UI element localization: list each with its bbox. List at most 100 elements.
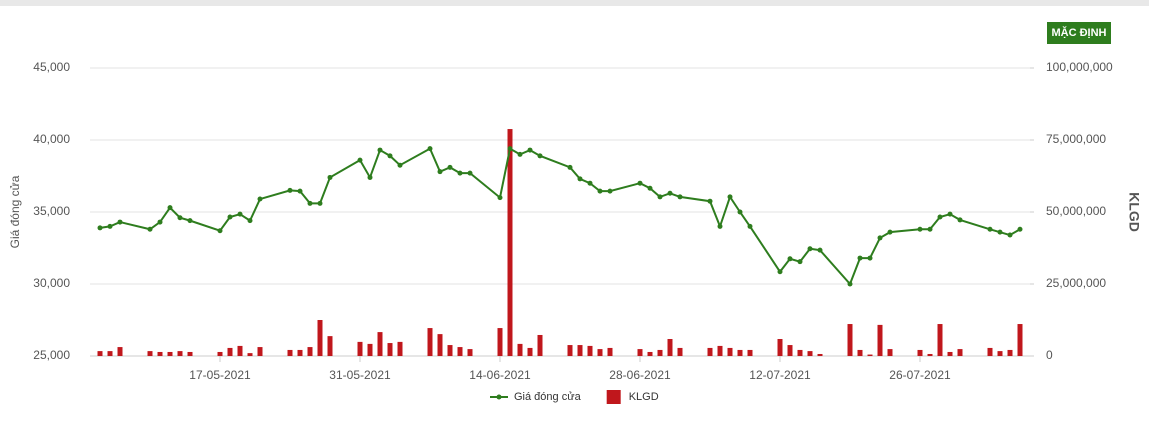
bar [517,343,523,356]
price-point [657,194,663,200]
price-line [99,147,1021,286]
price-point [97,225,103,231]
y2-tick-label: 25,000,000 [1046,276,1106,290]
bar [657,349,663,356]
bar [597,349,603,356]
price-point [177,215,183,221]
bar [947,351,953,356]
price-point [507,146,513,152]
price-point [107,223,113,229]
bar [1007,349,1013,356]
price-point [947,211,953,217]
x-tick-label: 26-07-2021 [889,368,951,382]
bar [497,328,503,356]
x-tick-label: 31-05-2021 [329,368,391,382]
price-point [807,246,813,252]
y-tick-label: 45,000 [33,60,70,74]
price-point [227,214,233,220]
bar [297,349,303,356]
price-point [527,147,533,153]
bar [957,349,963,356]
bar [377,332,383,356]
price-point [457,170,463,176]
price-point [577,176,583,182]
y-tick-label: 35,000 [33,204,70,218]
x-tick-label: 28-06-2021 [609,368,671,382]
bar [117,347,123,356]
price-point [297,188,303,194]
y-tick-label: 30,000 [33,276,70,290]
bar [537,334,543,356]
price-point [747,223,753,229]
price-point [287,187,293,193]
price-point [397,162,403,168]
price-point [857,255,863,261]
price-point [147,226,153,232]
legend-item[interactable]: Giá đóng cửa [490,391,582,403]
price-point [537,153,543,159]
bar [237,345,243,356]
bar [877,324,883,356]
bar [867,354,873,356]
bar [167,351,173,356]
bar [467,349,473,356]
price-point [677,194,683,200]
bar [587,345,593,356]
price-point [317,200,323,206]
button-bg[interactable] [1047,22,1111,44]
price-point [217,228,223,234]
button-label[interactable]: MẶC ĐỊNH [1052,26,1107,39]
price-point [797,259,803,265]
price-point [717,223,723,229]
bar [437,334,443,356]
price-point [357,157,363,163]
bar [157,351,163,356]
price-point [1007,232,1013,238]
price-point [887,229,893,235]
price-point [737,209,743,215]
bar [147,351,153,356]
bar [107,351,113,356]
price-point [727,194,733,200]
price-point [847,281,853,287]
price-point [707,198,713,204]
x-tick-label: 17-05-2021 [189,368,251,382]
bar [857,349,863,356]
bar [367,343,373,356]
legend-item[interactable]: KLGD [606,390,659,404]
bar [287,349,293,356]
bar [357,341,363,356]
price-point [667,190,673,196]
legend-point [496,394,502,400]
y2-axis-title: KLGD [1126,192,1142,232]
price-point [307,200,313,206]
price-point [427,146,433,152]
default-button[interactable]: MẶC ĐỊNH [1047,22,1111,44]
price-point [117,219,123,225]
price-point [587,180,593,186]
legend-label: KLGD [629,391,659,403]
bar [307,347,313,356]
bar [397,341,403,356]
price-point [867,255,873,261]
bar [997,351,1003,356]
price-point [597,188,603,194]
x-tick-label: 12-07-2021 [749,368,811,382]
y-tick-label: 25,000 [33,348,70,362]
price-point [437,169,443,175]
price-point [327,174,333,180]
price-point [447,164,453,170]
bar [937,324,943,356]
price-point [567,164,573,170]
bar [577,345,583,356]
price-point [1017,226,1023,232]
bar [97,351,103,356]
price-point [637,180,643,186]
price-point [927,226,933,232]
legend-swatch [606,390,621,404]
bar [177,351,183,356]
y2-tick-label: 0 [1046,348,1053,362]
bar [257,347,263,356]
x-tick-label: 14-06-2021 [469,368,531,382]
bar [677,347,683,356]
